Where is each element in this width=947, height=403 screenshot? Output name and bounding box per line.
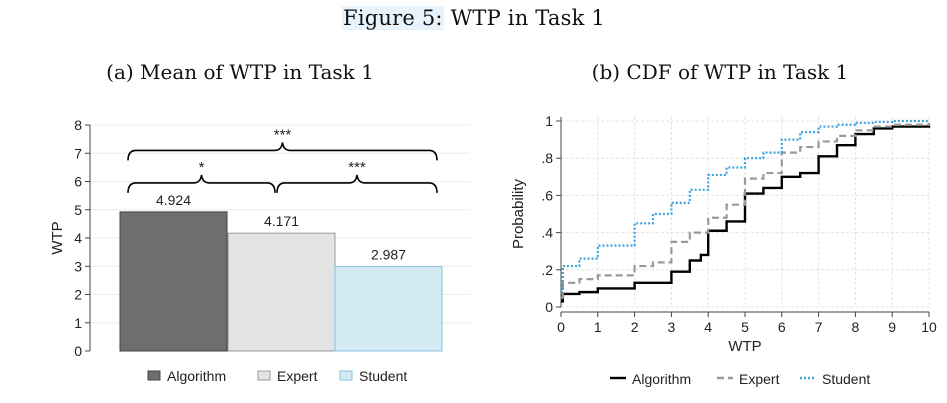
y-tick-label: 4: [74, 230, 82, 246]
y-tick-label: .2: [541, 262, 553, 278]
y-tick-label: 0: [545, 299, 553, 315]
significance-bracket: [127, 142, 438, 161]
x-tick-label: 9: [888, 319, 896, 335]
y-tick-label: 5: [74, 202, 82, 218]
y-tick-label: 8: [74, 117, 82, 133]
significance-label: ***: [348, 159, 366, 176]
legend-label: Algorithm: [167, 368, 226, 384]
x-tick-label: 2: [631, 319, 639, 335]
bar-value-label: 2.987: [371, 247, 406, 263]
legend-label: Expert: [739, 371, 780, 387]
x-tick-label: 7: [815, 319, 823, 335]
legend-label: Algorithm: [632, 371, 691, 387]
bar-value-label: 4.924: [156, 192, 191, 208]
figure-label: Figure 5:: [342, 6, 444, 30]
cdf-line-student: [561, 119, 929, 294]
cdf-line-expert: [561, 122, 931, 299]
y-tick-label: 3: [74, 258, 82, 274]
figure-title-text: WTP in Task 1: [450, 6, 605, 30]
panel-b-title: (b) CDF of WTP in Task 1: [591, 60, 849, 84]
significance-label: ***: [274, 126, 292, 143]
y-tick-label: .8: [541, 150, 553, 166]
figure-title: Figure 5: WTP in Task 1: [0, 6, 947, 30]
legend-label: Expert: [277, 368, 318, 384]
y-tick-label: 0: [74, 343, 82, 359]
x-axis-label: WTP: [728, 338, 761, 355]
x-tick-label: 6: [778, 319, 786, 335]
significance-bracket: [127, 174, 276, 193]
x-tick-label: 4: [704, 319, 712, 335]
y-tick-label: 6: [74, 174, 82, 190]
significance-label: *: [199, 159, 205, 176]
legend-label: Student: [359, 368, 407, 384]
x-tick-label: 0: [557, 319, 565, 335]
significance-bracket: [276, 174, 438, 193]
legend-swatch: [339, 370, 353, 381]
x-tick-label: 10: [921, 319, 937, 335]
bar-expert: [227, 232, 336, 352]
bar-student: [334, 266, 443, 352]
cdf-line-algorithm: [561, 124, 931, 303]
x-tick-label: 3: [668, 319, 676, 335]
y-tick-label: .4: [541, 225, 553, 241]
y-tick-label: 1: [545, 113, 553, 129]
legend-swatch: [257, 370, 271, 381]
x-tick-label: 8: [852, 319, 860, 335]
y-axis-label: WTP: [49, 221, 66, 254]
y-tick-label: 2: [74, 287, 82, 303]
bar-algorithm: [119, 211, 228, 352]
bar-value-label: 4.171: [264, 213, 299, 229]
y-tick-label: 1: [74, 315, 82, 331]
y-axis-label: Probability: [510, 178, 527, 249]
y-tick-label: 7: [74, 145, 82, 161]
x-tick-label: 1: [594, 319, 602, 335]
x-tick-label: 5: [741, 319, 749, 335]
panel-a-title: (a) Mean of WTP in Task 1: [106, 60, 374, 84]
legend-swatch: [147, 370, 161, 381]
y-tick-label: .6: [541, 187, 553, 203]
legend-label: Student: [822, 371, 870, 387]
